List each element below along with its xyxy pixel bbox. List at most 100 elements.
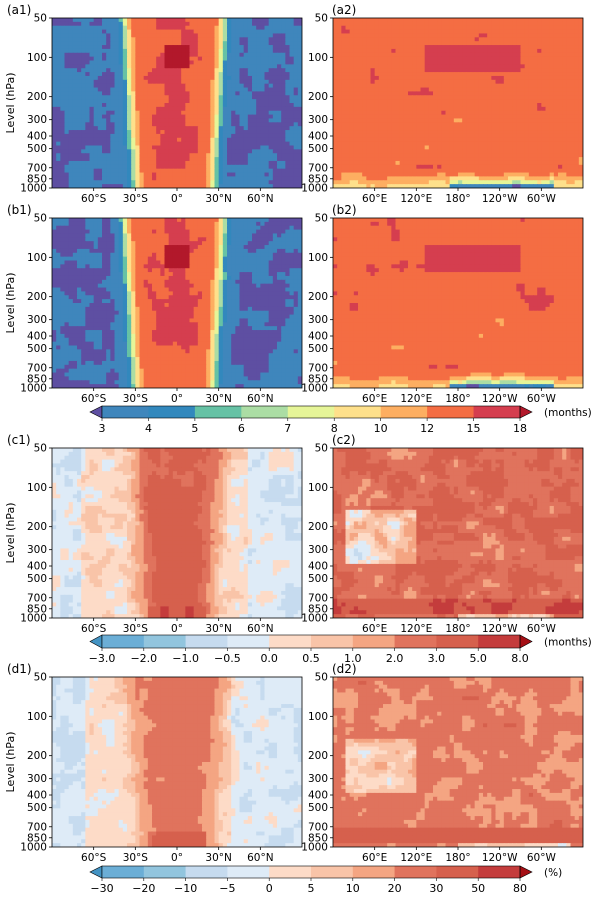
cell [106,25,111,31]
cell [281,52,286,58]
cell [206,168,211,174]
cell [85,149,91,154]
cell [239,75,245,81]
cell [231,172,236,178]
cell [143,164,149,170]
cell [64,122,70,127]
cell [168,52,174,58]
cell [197,48,203,54]
cell [181,160,186,166]
cell [277,149,282,154]
cell [516,118,522,123]
cell [89,141,95,147]
cell [462,21,467,27]
cell [420,95,426,100]
cell [77,153,82,158]
cell [147,45,153,50]
cell [97,137,103,143]
cell [520,45,526,50]
cell [227,29,232,35]
cell [533,87,538,93]
cell [453,118,459,123]
cell [143,91,149,96]
cell [458,60,463,65]
cell [383,64,388,69]
cell [231,45,236,50]
cell [549,160,555,166]
cell [85,75,91,81]
cell [537,122,542,127]
cell [566,137,572,143]
cell [127,48,132,54]
cell [197,25,203,31]
cell [60,184,66,188]
cell [156,103,161,108]
cell [189,114,195,120]
cell [60,145,66,150]
cell [549,41,555,46]
cell [545,110,551,116]
cell [272,176,278,181]
cell [64,184,70,188]
cell [102,68,107,73]
cell [470,149,476,154]
cell [97,87,103,93]
cell [177,106,182,112]
cell [102,45,107,50]
cell [260,95,266,100]
cell [508,37,513,42]
cell [202,114,207,120]
cell [470,91,476,96]
cell [341,114,347,120]
cell [462,75,467,81]
cell [181,72,186,77]
cell [528,160,534,166]
cell [345,68,351,73]
cell [458,122,463,127]
cell [562,153,567,158]
cell [218,91,224,96]
cell [143,126,149,131]
cell [52,48,57,54]
cell [256,75,261,81]
cell [358,87,363,93]
cell [289,56,295,62]
cell [378,91,384,96]
cell [537,60,542,65]
cell [202,149,207,154]
cell [218,164,224,170]
cell [235,172,241,178]
cell [235,106,241,112]
cell [449,141,455,147]
cell [437,45,442,50]
cell [118,79,124,85]
cell [558,95,563,100]
cell [358,68,363,73]
cell [374,60,380,65]
cell [139,95,145,100]
cell [56,37,61,42]
cell [243,21,249,27]
cell [574,29,580,35]
cell [268,122,274,127]
cell [466,83,472,89]
cell [202,56,207,62]
cell [478,145,484,150]
cell [110,79,116,85]
cell [441,33,447,38]
cell [156,126,161,131]
cell [412,29,417,35]
cell [181,18,186,23]
cell [341,133,347,139]
cell [110,18,116,23]
cell [289,164,295,170]
cell [333,126,338,131]
cell [349,164,355,170]
cell [156,141,161,147]
cell [256,110,261,116]
cell [520,91,526,96]
cell [408,153,413,158]
cell [281,141,286,147]
cell [193,56,199,62]
cell [143,168,149,174]
